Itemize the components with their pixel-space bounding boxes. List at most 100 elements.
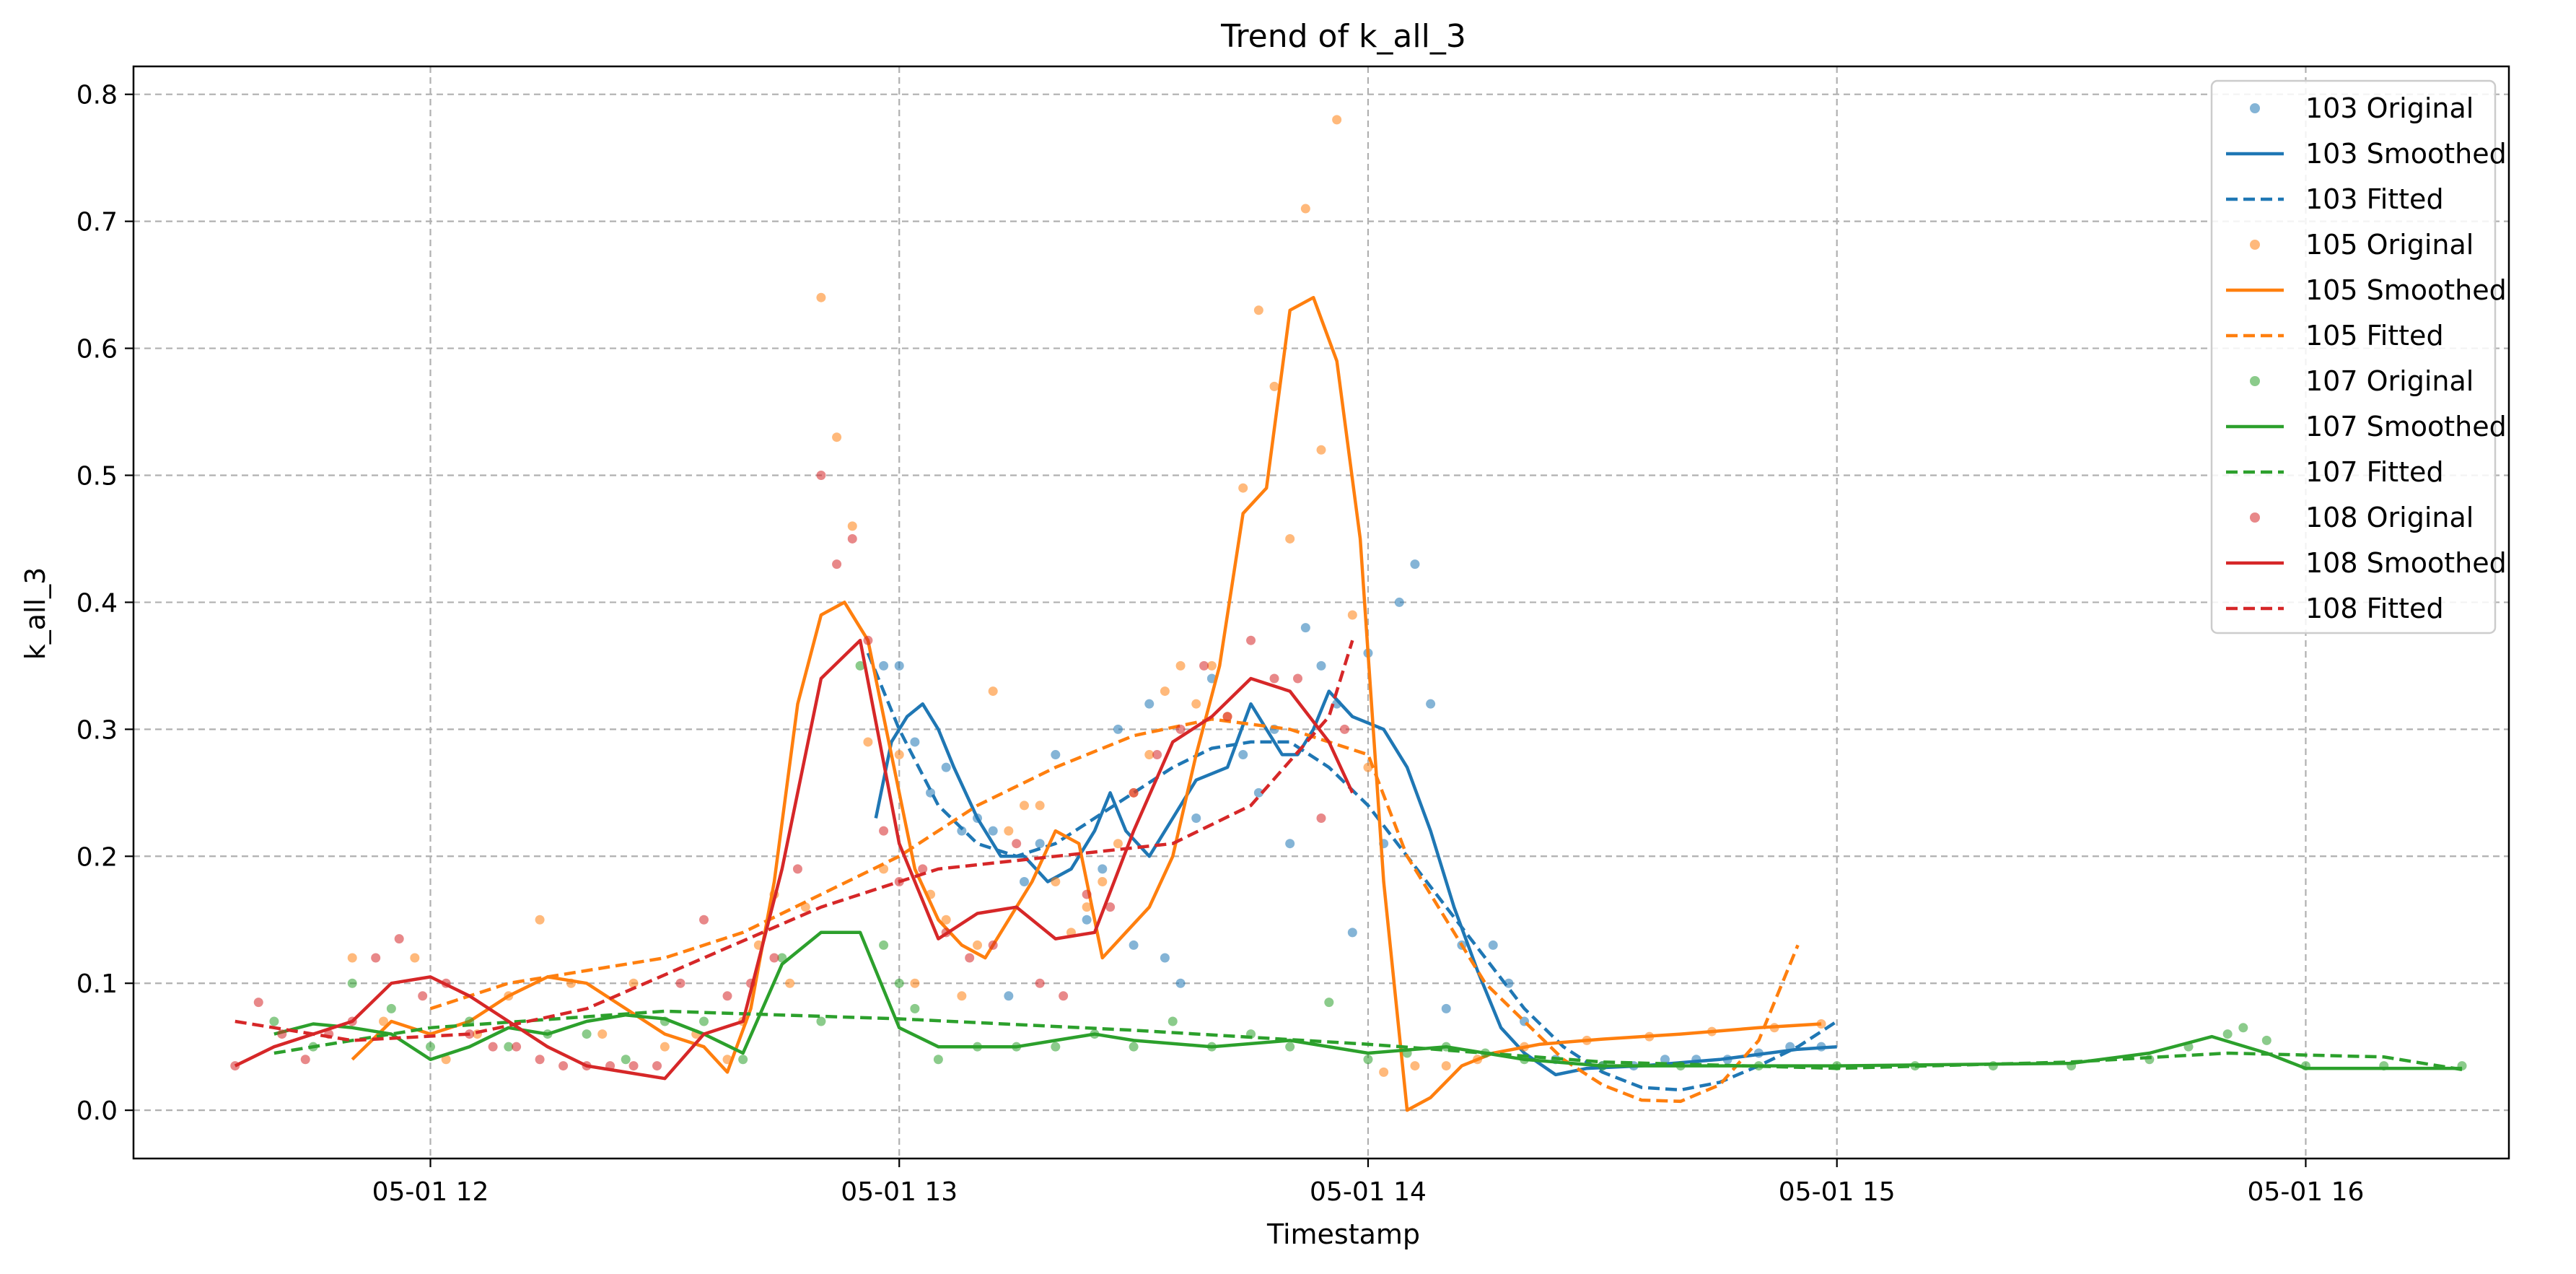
series-108-original-point <box>1316 813 1326 824</box>
series-107-original-point <box>1324 998 1334 1008</box>
series-105-original-point <box>894 750 904 760</box>
legend-label-103-original: 103 Original <box>2305 92 2474 124</box>
series-103-original-point <box>910 737 920 747</box>
series-108-original-point <box>1082 889 1092 899</box>
series-105-original-point <box>1300 204 1310 214</box>
series-105-original-point <box>628 978 639 988</box>
series-108-original-point <box>371 953 381 963</box>
series-108-original-point <box>1012 839 1022 849</box>
series-105-original-point <box>1269 381 1279 391</box>
y-tick-label: 0.2 <box>76 842 118 872</box>
series-105-original-point <box>1113 839 1123 849</box>
legend-label-103-smoothed: 103 Smoothed <box>2305 138 2507 170</box>
y-tick-label: 0.5 <box>76 461 118 491</box>
y-tick-label: 0.7 <box>76 208 118 237</box>
series-105-original-point <box>1144 750 1155 760</box>
series-108-original-point <box>863 635 873 645</box>
y-axis-ticks: 0.0 0.1 0.2 0.3 0.4 0.5 0.6 0.7 0.8 <box>76 81 133 1126</box>
series-108-original-point <box>847 533 857 544</box>
series-108-original-point <box>512 1042 522 1052</box>
series-103-original-point <box>894 660 904 671</box>
series-105-original-point <box>910 978 920 988</box>
series-103-original-point <box>1129 940 1139 950</box>
series-103-original-point <box>1113 724 1123 734</box>
series-108-original-point <box>1129 787 1139 798</box>
series-105-original-point <box>347 953 357 963</box>
series-108-original-point <box>418 991 428 1001</box>
legend-marker-103-original <box>2250 103 2260 113</box>
legend-label-105-fitted: 105 Fitted <box>2305 320 2444 352</box>
series-105-original-point <box>441 1055 451 1065</box>
series-108-original-point <box>792 864 802 874</box>
series-105-original-point <box>1191 699 1201 709</box>
y-tick-label: 0.1 <box>76 969 118 999</box>
series-103-original-point <box>1316 660 1326 671</box>
series-105-original-point <box>863 737 873 747</box>
plot-frame <box>132 65 2510 1160</box>
series-105-original-point <box>1206 660 1217 671</box>
series-105-original-point <box>941 915 951 925</box>
legend-label-103-fitted: 103 Fitted <box>2305 183 2444 215</box>
series-103-original-point <box>957 826 967 836</box>
series-108-original-point <box>988 940 998 950</box>
series-103-original-point <box>879 660 889 671</box>
series-108-original-point <box>699 915 709 925</box>
series-108-original-point <box>558 1061 569 1071</box>
series-108-original-point <box>1105 902 1116 912</box>
series-107-original-point <box>1167 1016 1178 1026</box>
series-107-original-point <box>738 1055 748 1065</box>
series-108-original-point <box>277 1029 287 1039</box>
series-105-original-point <box>1238 483 1248 493</box>
series-103-fitted-line <box>866 652 1838 1092</box>
series-107-original-point <box>879 940 889 950</box>
series-103-original-point <box>1004 991 1014 1001</box>
series-107-original-point <box>855 660 865 671</box>
series-107-smoothed-line <box>273 930 2462 1070</box>
x-tick-label: 05-01 15 <box>1779 1177 1896 1207</box>
legend-label-108-fitted: 108 Fitted <box>2305 593 2444 624</box>
legend-frame <box>2210 79 2497 634</box>
series-107-original-point <box>504 1042 514 1052</box>
legend-marker-107-original <box>2250 376 2260 386</box>
legend-label-108-original: 108 Original <box>2305 502 2474 533</box>
series-105-original-point <box>1082 902 1092 912</box>
series-108-original-point <box>628 1061 639 1071</box>
legend-marker-105-original <box>2250 240 2260 250</box>
series-103-original-point <box>1160 953 1170 963</box>
series-105-original-point <box>1035 800 1045 811</box>
series-108-original-point <box>1269 673 1279 684</box>
series-108-original-point <box>722 991 732 1001</box>
series-105-original-point <box>1160 686 1170 697</box>
series-108 <box>230 470 1354 1081</box>
series-107-original-point <box>582 1029 592 1039</box>
series-107-original-point <box>1129 1042 1139 1052</box>
series-108-original-point <box>535 1055 545 1065</box>
series-105-original-point <box>1004 826 1014 836</box>
series-108-original-point <box>965 953 975 963</box>
series-108-original-point <box>1339 724 1349 734</box>
series-105-original-point <box>597 1029 608 1039</box>
x-tick-label: 05-01 12 <box>372 1177 489 1207</box>
series-108-original-point <box>918 864 928 874</box>
series-107-original-point <box>2238 1023 2248 1033</box>
series-108-smoothed-line <box>234 638 1354 1081</box>
series-103-original-point <box>1300 623 1310 633</box>
series-108-original-point <box>253 998 263 1008</box>
series-105-original-point <box>410 953 420 963</box>
series-103-original-point <box>1285 839 1295 849</box>
series-103-original-point <box>988 826 998 836</box>
series-103-original-point <box>1082 915 1092 925</box>
series-103-original-point <box>1238 750 1248 760</box>
series-108-original-point <box>652 1061 662 1071</box>
legend: 103 Original 103 Smoothed 103 Fitted 105 Or… <box>2210 79 2507 634</box>
series-107 <box>269 660 2467 1072</box>
series-108-original-point <box>1152 750 1162 760</box>
series-108-original-point <box>1175 724 1186 734</box>
series-105-original-point <box>973 940 983 950</box>
series-103-original-point <box>1253 787 1263 798</box>
series-105-original-point <box>379 1016 389 1026</box>
series-105-original-point <box>1285 533 1295 544</box>
series-105-original-point <box>1051 876 1061 886</box>
series-107-original-point <box>910 1003 920 1013</box>
series-layer <box>230 115 2467 1112</box>
